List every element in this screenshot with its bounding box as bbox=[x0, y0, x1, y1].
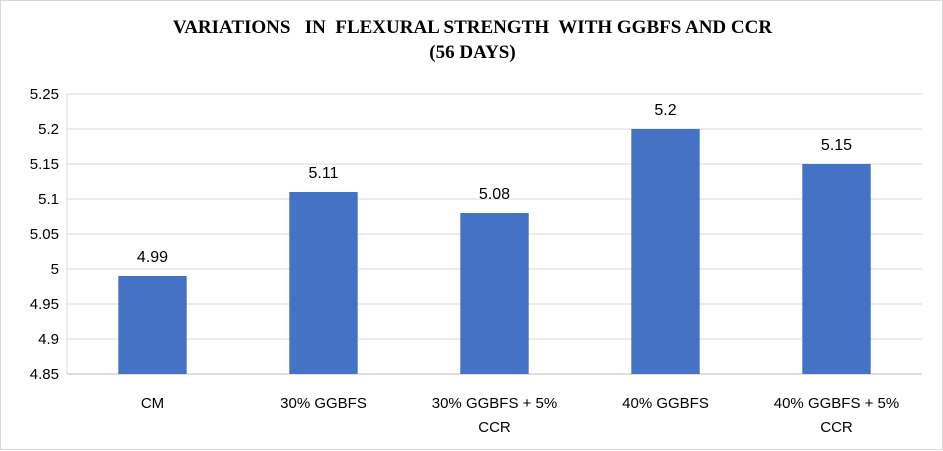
data-label: 5.08 bbox=[479, 186, 510, 203]
chart-title: VARIATIONS IN FLEXURAL STRENGTH WITH GGB… bbox=[1, 15, 943, 65]
data-label: 5.11 bbox=[309, 165, 339, 182]
x-tick-label: 30% GGBFS + 5% bbox=[432, 395, 557, 412]
y-tick-label: 5.1 bbox=[38, 191, 59, 208]
bar bbox=[460, 213, 529, 374]
y-tick-label: 5 bbox=[51, 261, 59, 278]
chart-title-line-2: (56 DAYS) bbox=[429, 42, 516, 63]
x-tick-label: CM bbox=[141, 395, 164, 412]
bar bbox=[289, 192, 358, 374]
x-tick-label: CCR bbox=[820, 419, 853, 436]
data-label: 5.2 bbox=[654, 102, 676, 119]
x-tick-label: CCR bbox=[478, 419, 511, 436]
data-label: 5.15 bbox=[821, 137, 852, 154]
y-tick-label: 5.05 bbox=[30, 226, 59, 243]
bar bbox=[631, 129, 700, 374]
y-tick-label: 4.85 bbox=[30, 366, 59, 383]
x-tick-label: 40% GGBFS bbox=[622, 395, 709, 412]
bar bbox=[118, 276, 187, 374]
chart-title-line-1: VARIATIONS IN FLEXURAL STRENGTH WITH GGB… bbox=[172, 17, 773, 38]
y-tick-label: 4.9 bbox=[38, 331, 59, 348]
y-tick-label: 5.15 bbox=[30, 156, 59, 173]
x-tick-label: 30% GGBFS bbox=[280, 395, 367, 412]
x-tick-label: 40% GGBFS + 5% bbox=[774, 395, 899, 412]
y-tick-label: 5.2 bbox=[38, 121, 59, 138]
bar bbox=[802, 164, 871, 374]
y-tick-label: 4.95 bbox=[30, 296, 59, 313]
data-label: 4.99 bbox=[137, 249, 168, 266]
y-tick-label: 5.25 bbox=[30, 86, 59, 103]
